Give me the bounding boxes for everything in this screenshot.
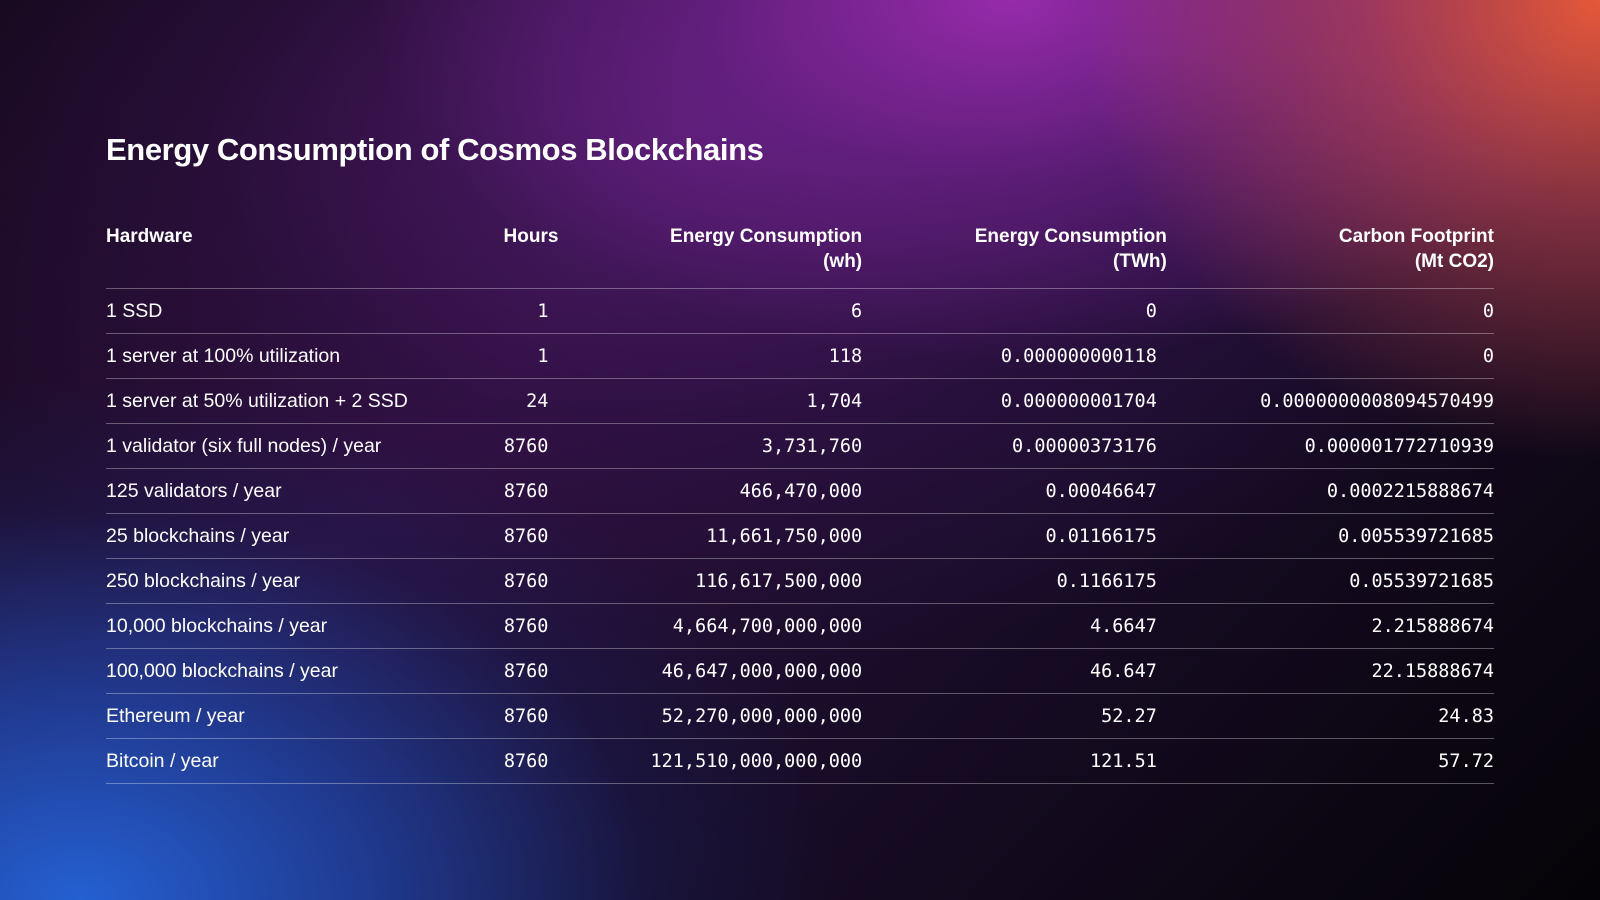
- cell-energy-twh: 46.647: [862, 648, 1167, 694]
- cell-hardware: 1 server at 100% utilization: [106, 333, 445, 379]
- column-header-line: (wh): [823, 251, 863, 272]
- cell-hours: 1: [444, 333, 559, 379]
- cell-hours: 8760: [444, 423, 559, 469]
- column-header-carbon: Carbon Footprint (Mt CO2): [1166, 224, 1494, 289]
- cell-carbon: 22.15888674: [1166, 648, 1494, 694]
- column-header-line: (TWh): [1113, 251, 1167, 272]
- cell-energy-twh: 4.6647: [862, 603, 1167, 649]
- cell-carbon: 57.72: [1166, 738, 1494, 784]
- column-header-line: Carbon Footprint: [1338, 226, 1494, 247]
- column-header-line: Energy Consumption: [670, 226, 863, 247]
- table-row: 25 blockchains / year 8760 11,661,750,000 0…: [106, 513, 1494, 559]
- cell-hours: 8760: [444, 468, 559, 514]
- cell-hours: 1: [444, 288, 559, 334]
- column-header-energy-wh: Energy Consumption (wh): [558, 224, 863, 289]
- cell-hardware: 125 validators / year: [106, 468, 445, 514]
- header-row: Hardware Hours Energy Consumption (wh) Energ…: [106, 224, 1494, 289]
- cell-energy-wh: 116,617,500,000: [558, 558, 863, 604]
- cell-energy-wh: 466,470,000: [558, 468, 863, 514]
- column-header-energy-twh: Energy Consumption (TWh): [862, 224, 1167, 289]
- table-row: 250 blockchains / year 8760 116,617,500,00…: [106, 558, 1494, 604]
- cell-energy-wh: 4,664,700,000,000: [558, 603, 863, 649]
- cell-hours: 8760: [444, 693, 559, 739]
- cell-energy-wh: 52,270,000,000,000: [558, 693, 863, 739]
- cell-hours: 8760: [444, 738, 559, 784]
- cell-hardware: 1 SSD: [106, 288, 445, 334]
- cell-carbon: 0.005539721685: [1166, 513, 1494, 559]
- column-header-line: (Mt CO2): [1414, 251, 1494, 272]
- cell-energy-twh: 0.000000001704: [862, 378, 1167, 424]
- cell-energy-twh: 121.51: [862, 738, 1167, 784]
- cell-hardware: 1 server at 50% utilization + 2 SSD: [106, 378, 445, 424]
- table-row: 1 server at 100% utilization 1 118 0.000000…: [106, 333, 1494, 379]
- cell-hours: 8760: [444, 603, 559, 649]
- cell-energy-twh: 0.000000000118: [862, 333, 1167, 379]
- cell-energy-wh: 1,704: [558, 378, 863, 424]
- cell-carbon: 0: [1166, 288, 1494, 334]
- column-header-line: Hardware: [106, 226, 193, 247]
- table-row: 1 validator (six full nodes) / year 8760 3…: [106, 423, 1494, 469]
- cell-carbon: 0.05539721685: [1166, 558, 1494, 604]
- table-row: 10,000 blockchains / year 8760 4,664,700,0…: [106, 603, 1494, 649]
- table-row: Ethereum / year 8760 52,270,000,000,000 52.…: [106, 693, 1494, 739]
- cell-energy-wh: 11,661,750,000: [558, 513, 863, 559]
- cell-hardware: Bitcoin / year: [106, 738, 445, 784]
- cell-carbon: 2.215888674: [1166, 603, 1494, 649]
- cell-carbon: 24.83: [1166, 693, 1494, 739]
- column-header-hardware: Hardware: [106, 224, 445, 289]
- cell-hardware: 100,000 blockchains / year: [106, 648, 445, 694]
- table-header: Hardware Hours Energy Consumption (wh) Energ…: [106, 224, 1494, 289]
- cell-energy-wh: 3,731,760: [558, 423, 863, 469]
- energy-table: Hardware Hours Energy Consumption (wh) Energ…: [106, 224, 1494, 784]
- cell-energy-twh: 0.1166175: [862, 558, 1167, 604]
- cell-carbon: 0.0000000008094570499: [1166, 378, 1494, 424]
- column-header-line: Hours: [503, 226, 559, 247]
- column-header-hours: Hours: [444, 224, 559, 289]
- table-row: 125 validators / year 8760 466,470,000 0.00…: [106, 468, 1494, 514]
- cell-hardware: 1 validator (six full nodes) / year: [106, 423, 445, 469]
- cell-hardware: 250 blockchains / year: [106, 558, 445, 604]
- table-row: 1 SSD 1 6 0 0: [106, 288, 1494, 334]
- cell-carbon: 0: [1166, 333, 1494, 379]
- table-row: 1 server at 50% utilization + 2 SSD 24 1,7…: [106, 378, 1494, 424]
- page-title: Energy Consumption of Cosmos Blockchains: [106, 132, 764, 167]
- cell-energy-twh: 52.27: [862, 693, 1167, 739]
- table-row: Bitcoin / year 8760 121,510,000,000,000 121…: [106, 738, 1494, 784]
- cell-hours: 8760: [444, 513, 559, 559]
- cell-carbon: 0.000001772710939: [1166, 423, 1494, 469]
- cell-energy-twh: 0.00046647: [862, 468, 1167, 514]
- table-row: 100,000 blockchains / year 8760 46,647,000…: [106, 648, 1494, 694]
- cell-hours: 8760: [444, 558, 559, 604]
- table-body: 1 SSD 1 6 0 0 1 server at 100% utilization 1 11…: [106, 288, 1494, 784]
- cell-hours: 8760: [444, 648, 559, 694]
- cell-energy-wh: 118: [558, 333, 863, 379]
- cell-energy-wh: 46,647,000,000,000: [558, 648, 863, 694]
- cell-hardware: 10,000 blockchains / year: [106, 603, 445, 649]
- cell-energy-wh: 121,510,000,000,000: [558, 738, 863, 784]
- cell-energy-wh: 6: [558, 288, 863, 334]
- cell-energy-twh: 0.01166175: [862, 513, 1167, 559]
- cell-hardware: Ethereum / year: [106, 693, 445, 739]
- column-header-line: Energy Consumption: [974, 226, 1167, 247]
- cell-energy-twh: 0: [862, 288, 1167, 334]
- cell-hardware: 25 blockchains / year: [106, 513, 445, 559]
- cell-energy-twh: 0.00000373176: [862, 423, 1167, 469]
- cell-hours: 24: [444, 378, 559, 424]
- cell-carbon: 0.0002215888674: [1166, 468, 1494, 514]
